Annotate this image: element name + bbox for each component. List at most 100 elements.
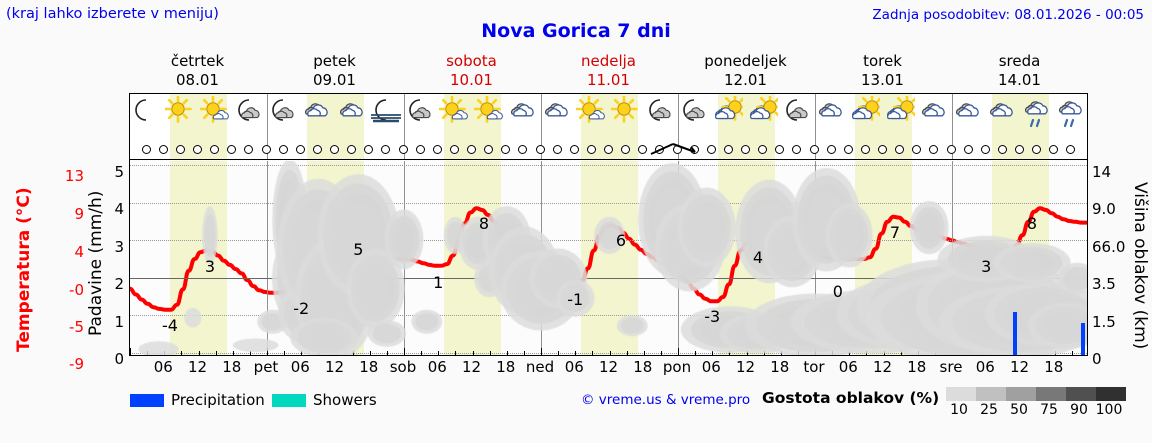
hour-marker xyxy=(860,145,870,154)
x-label-26: 18 xyxy=(1044,358,1064,376)
day-date: 10.01 xyxy=(450,71,493,89)
hour-marker xyxy=(1032,145,1042,154)
temperature-point-label-0: -4 xyxy=(161,315,178,335)
cloud-density-swatch-2 xyxy=(1006,387,1036,401)
moon-clear-icon xyxy=(131,96,163,136)
cloud-density-tick-3: 75 xyxy=(1040,402,1058,418)
x-label-12: 06 xyxy=(564,358,584,376)
cloudy-drizzle-icon xyxy=(1022,96,1054,136)
x-label-22: 18 xyxy=(907,358,927,376)
temperature-point-label-8: -3 xyxy=(704,307,721,327)
hour-marker xyxy=(912,145,922,154)
x-label-2: 18 xyxy=(222,358,242,376)
x-label-4: 06 xyxy=(290,358,310,376)
hour-marker xyxy=(312,145,322,154)
hour-marker xyxy=(364,145,374,154)
x-label-24: 06 xyxy=(975,358,995,376)
last-update-text: Zadnja posodobitev: 08.01.2026 - 00:05 xyxy=(872,7,1144,23)
hour-marker xyxy=(330,145,339,154)
cloudy-icon xyxy=(953,96,985,136)
temperature-point-label-4: 1 xyxy=(433,273,444,293)
x-label-19: tor xyxy=(803,358,825,376)
hour-marker xyxy=(638,145,648,154)
day-name: petek xyxy=(313,52,356,70)
hour-marker xyxy=(415,145,425,154)
sun-cloudy-icon xyxy=(713,96,745,136)
hour-marker xyxy=(604,145,613,154)
x-label-14: 18 xyxy=(633,358,653,376)
cloud-density-tick-1: 25 xyxy=(980,402,998,418)
day-header-10.01: sobota 10.01 xyxy=(403,52,540,92)
hour-marker xyxy=(501,145,511,154)
hour-marker xyxy=(210,145,220,154)
precipitation-tick-5: 0 xyxy=(114,350,124,368)
hour-marker xyxy=(381,145,391,154)
cloud-height-tick-3: 3.5 xyxy=(1092,275,1116,293)
sun-cloudy-icon xyxy=(885,96,917,136)
day-separator-5 xyxy=(815,94,816,140)
hour-marker xyxy=(244,145,254,154)
hour-marker xyxy=(586,145,596,154)
day-header-14.01: sreda 14.01 xyxy=(951,52,1088,92)
temperature-tick-0: 13 xyxy=(64,167,84,185)
x-label-16: 06 xyxy=(701,358,721,376)
hour-marker xyxy=(1015,145,1024,154)
day-header-11.01: nedelja 11.01 xyxy=(540,52,677,92)
weather-icon-strip xyxy=(130,94,1087,140)
hour-marker xyxy=(467,145,476,154)
day-separator-6 xyxy=(952,94,953,140)
x-label-18: 18 xyxy=(770,358,790,376)
hour-marker xyxy=(878,145,887,154)
x-label-7: sob xyxy=(389,358,417,376)
hour-marker xyxy=(758,145,768,154)
day-name: sobota xyxy=(446,52,497,70)
cloud-density-raster xyxy=(130,161,1087,355)
moon-cloudy-icon xyxy=(405,96,437,136)
hour-marker xyxy=(826,145,836,154)
cloud-height-tick-5: 0 xyxy=(1092,350,1102,368)
moon-cloudy-icon xyxy=(234,96,266,136)
x-label-0: 06 xyxy=(153,358,173,376)
precipitation-color-swatch xyxy=(130,393,164,407)
temperature-point-label-7: 6 xyxy=(615,231,626,251)
sun-clear-icon xyxy=(165,96,197,136)
day-date: 08.01 xyxy=(176,71,219,89)
temperature-point-label-10: 0 xyxy=(832,281,843,301)
x-label-1: 12 xyxy=(187,358,208,376)
cloudy-icon xyxy=(508,96,540,136)
hour-marker xyxy=(621,145,631,154)
day-name: ponedeljek xyxy=(704,52,787,70)
graph-area: -4 3 -2 5 1 8 -1 6 -3 4 0 7 3 8 xyxy=(130,161,1087,355)
hour-marker xyxy=(158,145,168,154)
day-header-09.01: petek 09.01 xyxy=(266,52,403,92)
temperature-point-label-2: -2 xyxy=(293,298,310,318)
temperature-tick-3: -0 xyxy=(69,281,84,299)
meteogram-plot[interactable]: -4 3 -2 5 1 8 -1 6 -3 4 0 7 3 8 xyxy=(129,93,1088,356)
precipitation-tick-2: 3 xyxy=(114,238,124,256)
hour-marker xyxy=(449,145,459,154)
x-label-3: pet xyxy=(253,358,279,376)
temperature-tick-2: 4 xyxy=(74,243,84,261)
x-label-15: pon xyxy=(662,358,692,376)
hour-marker xyxy=(980,145,990,154)
x-label-25: 12 xyxy=(1009,358,1030,376)
credit-link[interactable]: © vreme.us & vreme.pro xyxy=(581,392,751,408)
precipitation-bar-0 xyxy=(1012,311,1017,355)
x-label-9: 12 xyxy=(461,358,482,376)
hour-marker xyxy=(193,145,202,154)
moon-cloudy-icon xyxy=(645,96,677,136)
day-name: sreda xyxy=(998,52,1041,70)
x-axis-tick-labels: 06 12 18 pet 06 12 18 sob 06 12 18 ned 06 12 18 pon 06 12… xyxy=(129,358,1088,378)
x-label-5: 12 xyxy=(324,358,345,376)
cloud-density-swatch-0 xyxy=(946,387,976,401)
precipitation-legend-label: Precipitation xyxy=(171,391,265,409)
cloud-density-tick-0: 10 xyxy=(950,402,968,418)
x-label-11: ned xyxy=(525,358,555,376)
page-title: Nova Gorica 7 dni xyxy=(481,20,671,42)
cloud-density-tick-2: 50 xyxy=(1010,402,1028,418)
hour-marker xyxy=(706,145,716,154)
precipitation-bar-1 xyxy=(1081,323,1086,355)
cloudy-drizzle-icon xyxy=(1056,96,1087,136)
day-separator-4 xyxy=(678,94,679,140)
day-separator-3 xyxy=(541,94,542,140)
